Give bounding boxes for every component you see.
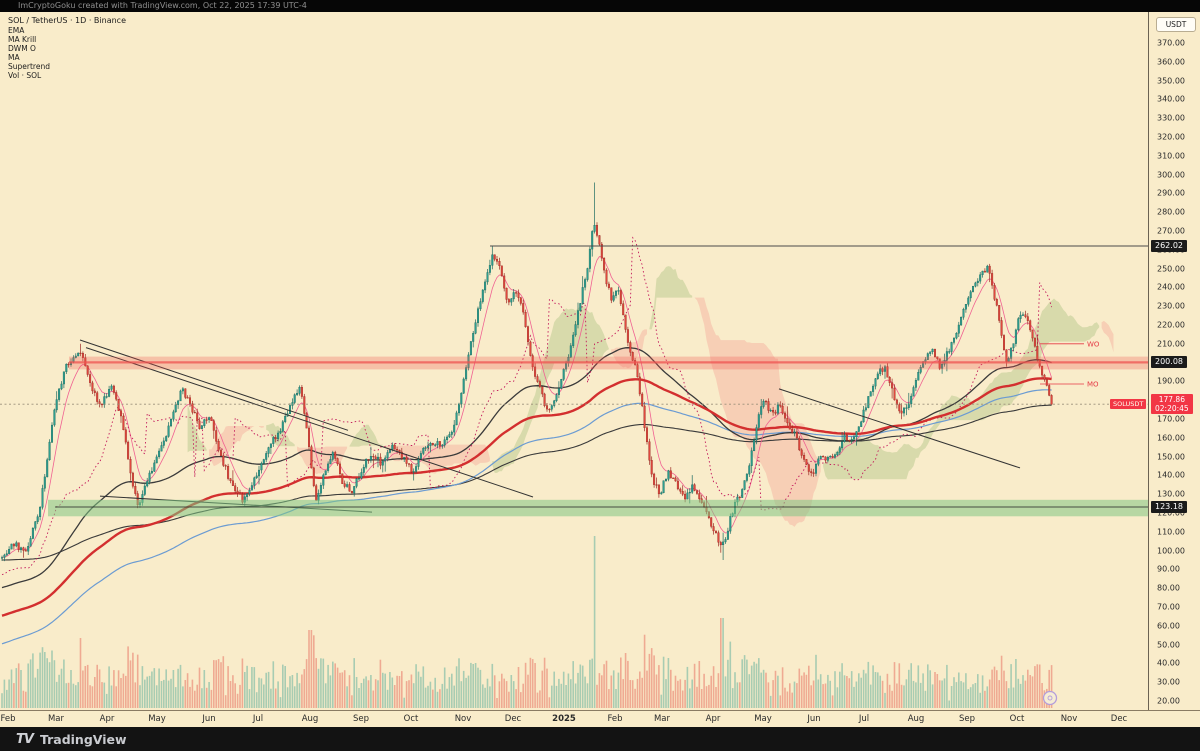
watermark-text: ImCryptoGoku created with TradingView.co… [18,1,307,10]
chart-pane[interactable]: WO MO SOL / TetherUS · 1D · Binance EMA M… [0,12,1148,710]
price-tick: 210.00 [1157,339,1185,349]
time-tick-mar: Mar [47,714,65,724]
time-tick-apr: Apr [99,714,115,724]
time-tick-may: May [754,714,772,724]
price-tick: 110.00 [1157,527,1185,537]
price-tick: 100.00 [1157,546,1185,556]
time-tick-sep: Sep [958,714,976,724]
price-tick: 40.00 [1157,658,1180,668]
time-tick-dec: Dec [1110,714,1128,724]
time-tick-dec: Dec [504,714,522,724]
level-badge-262: 262.02 [1151,240,1187,252]
time-tick-apr: Apr [705,714,721,724]
price-tick: 330.00 [1157,113,1185,123]
open-level-label: MO [1087,381,1099,389]
price-tick: 220.00 [1157,320,1185,330]
price-tick: 20.00 [1157,696,1180,706]
price-tick: 370.00 [1157,38,1185,48]
level-badge-200: 200.08 [1151,356,1187,369]
price-tick: 310.00 [1157,151,1185,161]
price-tick: 250.00 [1157,264,1185,274]
time-tick-sep: Sep [352,714,370,724]
price-tick: 30.00 [1157,677,1180,687]
watermark-bar: ImCryptoGoku created with TradingView.co… [0,0,1200,12]
candle-countdown: 02:20:45 [1155,404,1189,414]
legend-row-dwm-open[interactable]: DWM O [8,44,36,53]
last-price-symbol-tag: SOLUSDT [1110,399,1147,410]
time-tick-jul: Jul [252,714,264,724]
price-tick: 280.00 [1157,207,1185,217]
open-level-label: WO [1087,340,1100,348]
tradingview-brand-text[interactable]: TradingView [39,731,127,747]
price-tick: 340.00 [1157,94,1185,104]
legend-row-volume[interactable]: Vol · SOL [8,71,42,80]
legend-row-supertrend[interactable]: Supertrend [8,62,50,71]
time-tick-aug: Aug [301,714,319,724]
legend-row-ema[interactable]: EMA [8,26,25,35]
symbol-legend-row[interactable]: SOL / TetherUS · 1D · Binance [8,16,126,25]
sticker-icon [1042,690,1058,706]
price-tick: 140.00 [1157,470,1185,480]
time-tick-may: May [148,714,166,724]
indicator-legend[interactable]: SOL / TetherUS · 1D · Binance EMA MA Kri… [8,16,126,80]
price-tick: 240.00 [1157,282,1185,292]
price-tick: 150.00 [1157,452,1185,462]
price-tick: 190.00 [1157,376,1185,386]
legend-row-ma-krill[interactable]: MA Krill [8,35,37,44]
time-tick-aug: Aug [907,714,925,724]
price-tick: 50.00 [1157,640,1180,650]
price-tick: 300.00 [1157,170,1185,180]
legend-row-ma[interactable]: MA [8,53,20,62]
time-tick-oct: Oct [1009,714,1025,724]
footer-bar: TV TradingView [0,727,1200,751]
price-tick: 90.00 [1157,564,1180,574]
price-axis[interactable]: USDT 370.00 360.00 350.00 340.00 330.00 320.0… [1148,12,1200,710]
price-tick: 170.00 [1157,414,1185,424]
time-tick-oct: Oct [403,714,419,724]
current-price-badge: 177.86 02:20:45 [1151,394,1193,415]
price-tick: 350.00 [1157,76,1185,86]
price-tick: 320.00 [1157,132,1185,142]
tradingview-logo-icon[interactable]: TV [16,731,34,747]
price-tick: 270.00 [1157,226,1185,236]
time-tick-2025: 2025 [552,714,576,724]
level-badge-123: 123.18 [1151,501,1187,514]
time-tick-jun: Jun [807,714,821,724]
current-price-value: 177.86 [1158,395,1185,405]
price-tick: 290.00 [1157,188,1185,198]
currency-toggle-button[interactable]: USDT [1156,17,1196,32]
time-tick-feb: Feb [607,714,623,724]
time-tick-mar: Mar [653,714,671,724]
price-tick: 80.00 [1157,583,1180,593]
time-tick-jun: Jun [202,714,216,724]
price-chart-canvas[interactable]: WO MO [0,12,1148,710]
time-tick-nov: Nov [454,714,472,724]
price-tick: 60.00 [1157,621,1180,631]
price-tick: 360.00 [1157,57,1185,67]
time-axis[interactable]: Feb Mar Apr May Jun Jul Aug Sep Oct Nov Dec 2025 Feb… [0,710,1200,727]
price-tick: 230.00 [1157,301,1185,311]
time-tick-jul: Jul [858,714,870,724]
price-tick: 160.00 [1157,433,1185,443]
time-tick-nov: Nov [1060,714,1078,724]
time-tick-feb: Feb [0,714,16,724]
price-tick: 130.00 [1157,489,1185,499]
price-tick: 70.00 [1157,602,1180,612]
